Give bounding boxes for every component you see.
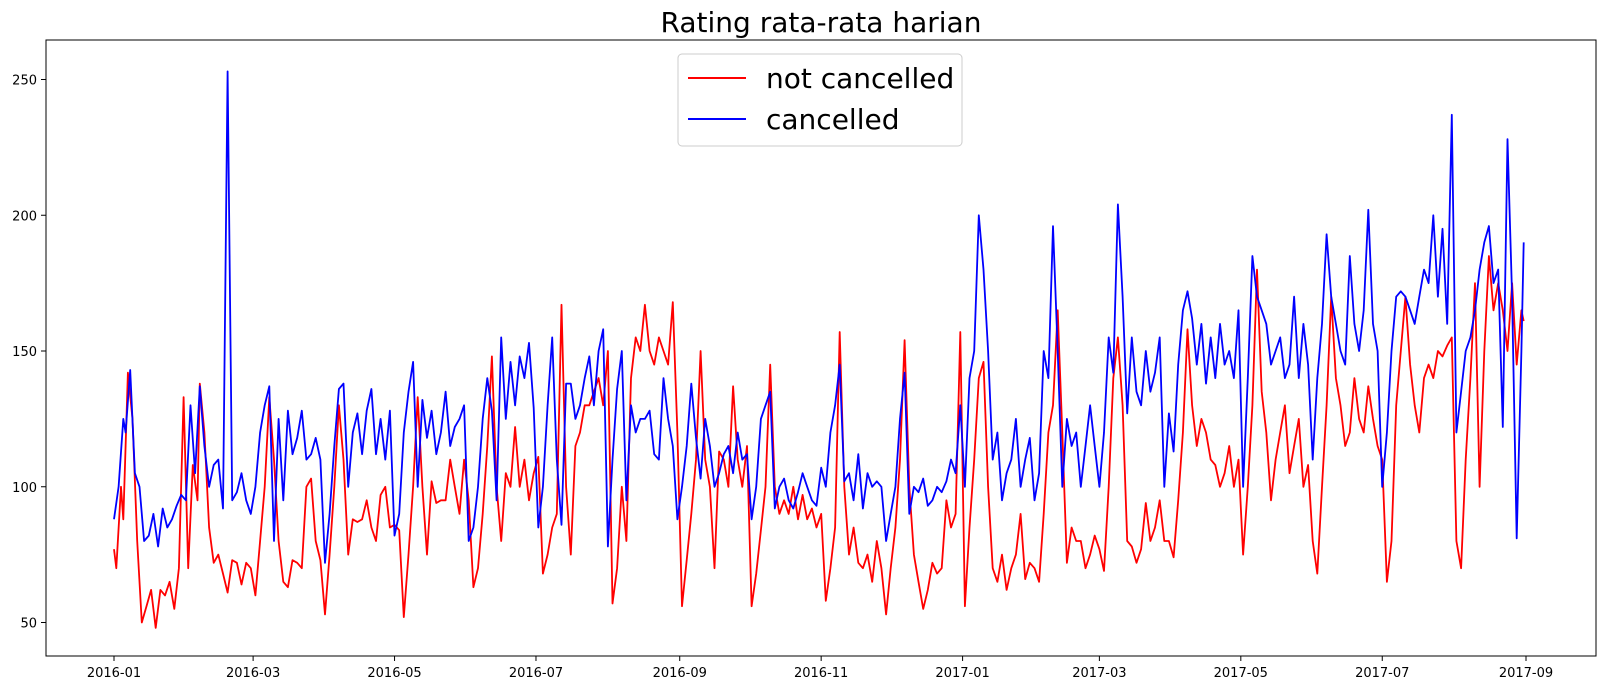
x-tick-label: 2016-07 (509, 666, 563, 681)
y-tick-label: 50 (20, 617, 37, 632)
x-tick-label: 2017-05 (1214, 666, 1268, 681)
x-tick-label: 2017-07 (1355, 666, 1409, 681)
y-tick-label: 150 (12, 345, 37, 360)
x-axis: 2016-01 2016-03 2016-05 2016-07 2016-09 2016-… (87, 656, 1553, 681)
legend-label-not-cancelled: not cancelled (766, 62, 954, 95)
x-tick-label: 2017-01 (935, 666, 989, 681)
x-tick-label: 2017-03 (1072, 666, 1126, 681)
x-tick-label: 2016-01 (87, 666, 141, 681)
x-tick-label: 2016-05 (367, 666, 421, 681)
series-line-not-cancelled (113, 255, 1525, 629)
y-tick-label: 250 (12, 74, 37, 89)
x-tick-label: 2017-09 (1499, 666, 1553, 681)
series-line-cancelled (113, 70, 1525, 564)
y-axis: 50 100 150 200 250 (12, 74, 46, 632)
legend-box (677, 53, 963, 147)
plot-area (113, 70, 1525, 629)
x-tick-label: 2016-09 (653, 666, 707, 681)
y-tick-label: 100 (12, 481, 37, 496)
y-tick-label: 200 (12, 209, 37, 224)
x-tick-label: 2016-03 (226, 666, 280, 681)
legend-label-cancelled: cancelled (766, 103, 899, 136)
chart-title: Rating rata-rata harian (661, 6, 982, 39)
legend: not cancelled cancelled (677, 53, 963, 147)
x-tick-label: 2016-11 (794, 666, 848, 681)
